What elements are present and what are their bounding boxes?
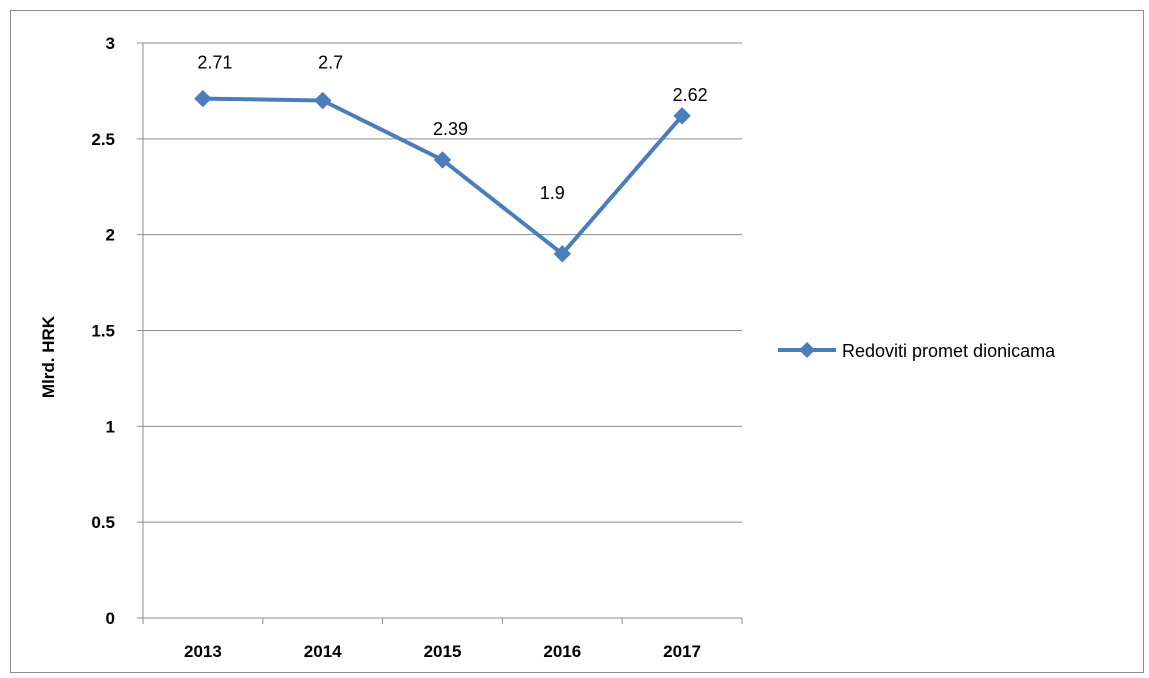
data-point-marker: [313, 91, 332, 110]
y-tick-label: 3: [106, 34, 115, 53]
y-tick-label: 0: [106, 609, 115, 628]
y-tick-label: 0.5: [91, 513, 115, 532]
legend: Redoviti promet dionicama: [778, 341, 1056, 361]
x-axis-ticks: 2013 2014 2015 2016 2017: [142, 618, 743, 661]
x-tick-label: 2015: [424, 642, 462, 661]
data-point-marker: [194, 89, 212, 108]
gridlines: [143, 42, 742, 523]
data-label: 2.7: [318, 53, 343, 73]
legend-label: Redoviti promet dionicama: [842, 341, 1056, 361]
x-tick-label: 2017: [663, 642, 701, 661]
legend-diamond-marker: [799, 342, 815, 358]
data-label: 2.71: [197, 53, 232, 73]
y-tick-label: 1: [106, 417, 115, 436]
data-point-marker: [433, 151, 452, 169]
series-markers: [194, 89, 691, 263]
data-label: 2.39: [433, 119, 468, 139]
y-axis-ticks: 0 0.5 1 1.5 2 2.5 3: [91, 34, 143, 628]
y-axis-title: Mlrd. HRK: [39, 315, 58, 398]
x-tick-label: 2013: [184, 642, 222, 661]
y-tick-label: 1.5: [91, 322, 115, 341]
y-tick-label: 2: [106, 226, 115, 245]
data-labels: 2.71 2.7 2.39 1.9 2.62: [197, 53, 707, 203]
data-label: 2.62: [673, 85, 708, 105]
x-tick-label: 2016: [543, 642, 581, 661]
data-label: 1.9: [540, 183, 565, 203]
data-point-marker: [673, 107, 691, 125]
x-tick-label: 2014: [304, 642, 342, 661]
chart-frame: [10, 10, 1144, 673]
y-tick-label: 2.5: [91, 130, 115, 149]
data-point-marker: [553, 245, 572, 263]
